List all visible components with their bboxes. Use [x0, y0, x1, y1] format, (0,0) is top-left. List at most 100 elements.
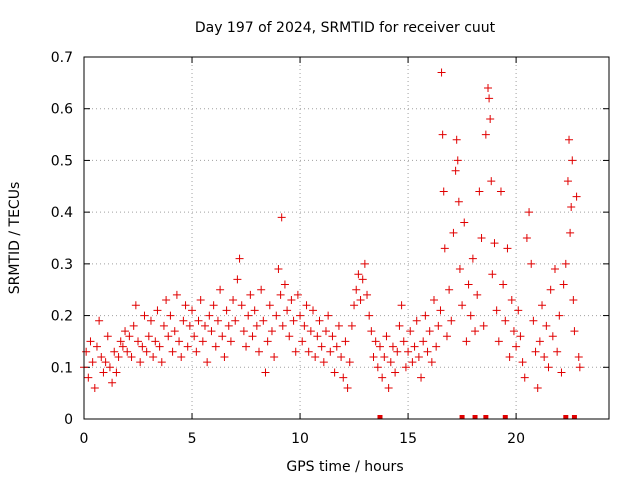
data-point: [460, 218, 469, 227]
data-point: [454, 197, 463, 206]
data-point: [155, 342, 164, 351]
data-point: [512, 342, 521, 351]
data-point: [531, 347, 540, 356]
data-point: [112, 368, 121, 377]
data-point: [261, 368, 270, 377]
data-point: [334, 321, 343, 330]
data-point: [358, 275, 367, 284]
y-tick-label: 0.2: [51, 309, 73, 325]
data-point: [259, 316, 268, 325]
data-point: [569, 296, 578, 305]
data-point: [129, 321, 138, 330]
data-point: [276, 290, 285, 299]
data-point: [388, 342, 397, 351]
grid: [84, 57, 609, 419]
data-point: [127, 352, 136, 361]
data-point: [244, 311, 253, 320]
data-point: [466, 311, 475, 320]
data-point: [561, 259, 570, 268]
data-point: [274, 265, 283, 274]
data-point: [553, 347, 562, 356]
rug-mark: [377, 415, 383, 419]
data-point: [116, 337, 125, 346]
data-point: [542, 321, 551, 330]
data-point: [440, 244, 449, 253]
data-point: [397, 301, 406, 310]
data-point: [216, 285, 225, 294]
data-point: [235, 254, 244, 263]
data-point: [131, 301, 140, 310]
data-point: [321, 327, 330, 336]
x-tick-label: 0: [80, 431, 89, 447]
data-point: [172, 290, 181, 299]
data-point: [97, 352, 106, 361]
data-point: [544, 363, 553, 372]
data-point: [430, 296, 438, 305]
y-axis-label: SRMTID / TECUs: [7, 182, 23, 295]
data-point: [337, 352, 346, 361]
data-point: [445, 285, 454, 294]
data-point: [105, 363, 114, 372]
data-point: [233, 275, 242, 284]
data-point: [177, 352, 186, 361]
data-point: [570, 327, 579, 336]
data-point: [395, 321, 404, 330]
data-point: [356, 296, 365, 305]
data-points: [80, 68, 584, 392]
data-point: [412, 316, 421, 325]
data-point: [436, 306, 445, 315]
data-point: [134, 337, 143, 346]
data-point: [99, 368, 108, 377]
data-point: [272, 311, 281, 320]
data-point: [159, 321, 168, 330]
data-point: [518, 358, 527, 367]
data-point: [298, 337, 307, 346]
data-point: [401, 363, 410, 372]
data-point: [339, 373, 348, 382]
data-point: [246, 290, 255, 299]
data-point: [520, 373, 529, 382]
data-point: [380, 352, 389, 361]
data-point: [90, 383, 99, 392]
data-point: [488, 270, 497, 279]
data-point: [455, 265, 464, 274]
x-tick-label: 5: [188, 431, 197, 447]
data-point: [451, 166, 460, 175]
data-point: [367, 327, 376, 336]
y-tick-label: 0.1: [51, 360, 73, 376]
data-point: [285, 332, 294, 341]
data-point: [373, 363, 382, 372]
data-point: [326, 347, 335, 356]
data-point: [332, 342, 341, 351]
y-axis: 0 0.1 0.2 0.3 0.4 0.5 0.6 0.7: [51, 50, 609, 428]
data-point: [168, 347, 177, 356]
data-point: [220, 352, 229, 361]
data-point: [485, 94, 494, 103]
data-point: [213, 316, 222, 325]
data-point: [507, 296, 516, 305]
data-point: [280, 280, 289, 289]
data-point: [108, 378, 117, 387]
data-point: [360, 259, 369, 268]
data-point: [315, 316, 324, 325]
data-point: [265, 301, 274, 310]
data-point: [291, 347, 300, 356]
x-axis: 0 5 10 15 20: [80, 57, 525, 447]
rug-mark: [483, 415, 489, 419]
data-point: [417, 373, 426, 382]
data-point: [231, 316, 240, 325]
data-point: [347, 321, 356, 330]
data-point: [86, 337, 95, 346]
data-point: [110, 347, 119, 356]
data-point: [250, 306, 259, 315]
data-point: [386, 358, 395, 367]
chart-title: Day 197 of 2024, SRMTID for receiver cuu…: [195, 20, 496, 36]
data-point: [114, 352, 123, 361]
data-point: [263, 337, 272, 346]
data-point: [452, 135, 461, 144]
data-point: [255, 347, 263, 356]
data-point: [84, 373, 93, 382]
data-point: [277, 213, 286, 222]
data-point: [248, 332, 257, 341]
